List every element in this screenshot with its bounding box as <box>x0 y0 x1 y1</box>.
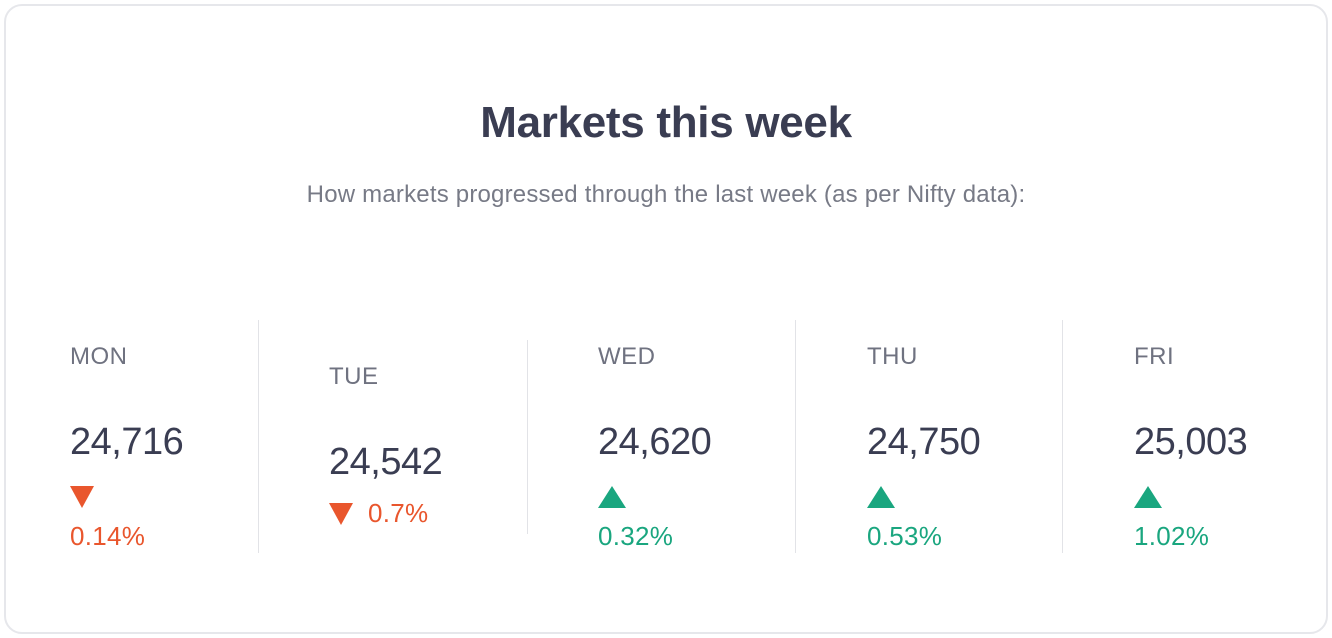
change-row: 0.7% <box>329 498 442 529</box>
column-divider <box>795 320 796 553</box>
column-divider <box>1062 320 1063 553</box>
triangle-up-icon <box>867 486 895 508</box>
column-divider <box>527 340 528 534</box>
day-column-fri: FRI 25,003 1.02% <box>1134 342 1248 552</box>
day-column-thu: THU 24,750 0.53% <box>867 342 981 552</box>
day-index-value: 24,716 <box>70 421 184 463</box>
day-index-value: 24,542 <box>329 441 443 483</box>
change-icon-row <box>867 486 980 513</box>
change-icon-row <box>1134 486 1247 513</box>
day-label: FRI <box>1134 343 1175 370</box>
change-icon-row <box>70 486 183 513</box>
day-change-percent: 1.02% <box>1134 521 1210 551</box>
day-label: WED <box>598 343 656 370</box>
column-divider <box>258 320 259 553</box>
day-index-value: 24,750 <box>867 421 981 463</box>
day-change-percent: 0.7% <box>368 498 429 528</box>
card-subtitle: How markets progressed through the last … <box>306 181 1026 208</box>
day-change-percent: 0.14% <box>70 521 146 551</box>
triangle-up-icon <box>598 486 626 508</box>
day-index-value: 24,620 <box>598 421 712 463</box>
triangle-down-icon <box>329 502 353 525</box>
triangle-down-icon <box>70 486 94 508</box>
day-label: THU <box>867 343 918 370</box>
day-change-percent: 0.53% <box>867 521 943 551</box>
triangle-up-icon <box>1134 486 1162 508</box>
day-column-wed: WED 24,620 0.32% <box>598 342 712 552</box>
day-label: MON <box>70 343 128 370</box>
day-index-value: 25,003 <box>1134 421 1248 463</box>
markets-card <box>4 4 1328 634</box>
day-label: TUE <box>329 363 379 390</box>
day-column-mon: MON 24,716 0.14% <box>70 342 184 552</box>
day-change-percent: 0.32% <box>598 521 674 551</box>
day-column-tue: TUE 24,542 0.7% <box>329 362 443 529</box>
change-icon-row <box>598 486 711 513</box>
card-title: Markets this week <box>480 98 852 147</box>
